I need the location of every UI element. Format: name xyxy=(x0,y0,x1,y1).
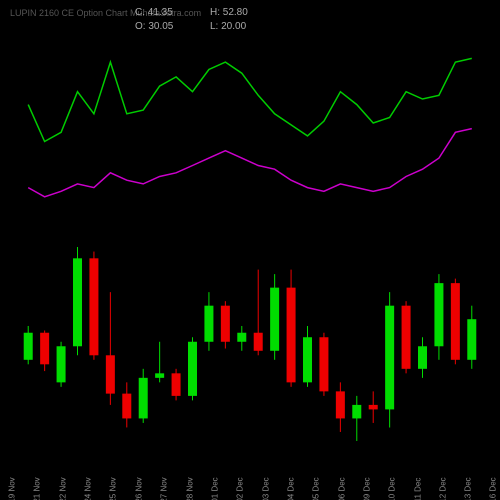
candle-body xyxy=(352,405,361,419)
candle-body xyxy=(122,394,131,419)
candle-body xyxy=(155,373,164,378)
candle-body xyxy=(188,342,197,396)
candle-body xyxy=(254,333,263,351)
candle-body xyxy=(303,337,312,382)
candle-body xyxy=(172,373,181,396)
chart-plot-area xyxy=(20,40,480,450)
x-axis-label: 16 Dec xyxy=(489,477,500,500)
candle-body xyxy=(40,333,49,365)
ohlc-panel: C: 41.35 H: 52.80 O: 30.05 L: 20.00 xyxy=(135,6,285,34)
candle-body xyxy=(57,346,66,382)
indicator-line xyxy=(28,58,472,141)
x-axis: 19 Nov21 Nov22 Nov24 Nov25 Nov26 Nov27 N… xyxy=(20,450,480,500)
close-value: C: 41.35 xyxy=(135,6,210,20)
candle-body xyxy=(221,306,230,342)
chart-svg xyxy=(20,40,480,450)
candle-body xyxy=(434,283,443,346)
candle-body xyxy=(418,346,427,369)
candle-body xyxy=(73,258,82,346)
candle-body xyxy=(270,288,279,351)
candle-body xyxy=(451,283,460,360)
low-value: L: 20.00 xyxy=(210,20,285,34)
candle-body xyxy=(24,333,33,360)
indicator-line xyxy=(28,129,472,197)
high-value: H: 52.80 xyxy=(210,6,285,20)
candle-body xyxy=(204,306,213,342)
candle-body xyxy=(336,391,345,418)
candle-body xyxy=(402,306,411,369)
candle-body xyxy=(287,288,296,383)
chart-container: LUPIN 2160 CE Option Chart MunafaSutra.c… xyxy=(0,0,500,500)
open-value: O: 30.05 xyxy=(135,20,210,34)
candle-body xyxy=(106,355,115,393)
candle-body xyxy=(319,337,328,391)
candle-body xyxy=(237,333,246,342)
candle-body xyxy=(139,378,148,419)
candle-body xyxy=(385,306,394,410)
candle-body xyxy=(89,258,98,355)
candle-body xyxy=(467,319,476,360)
candle-body xyxy=(369,405,378,410)
